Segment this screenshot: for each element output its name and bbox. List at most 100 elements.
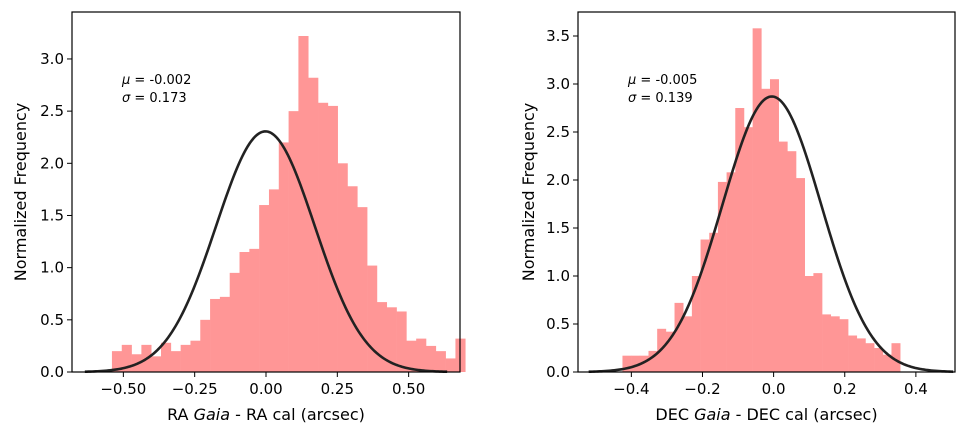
x-tick-label: 0.4 — [904, 380, 928, 398]
histogram-bar — [813, 273, 823, 372]
y-tick-label: 3.0 — [40, 50, 64, 68]
x-tick-label: −0.2 — [684, 380, 720, 398]
histogram-bar — [787, 151, 797, 372]
histogram-bar — [683, 316, 693, 372]
histogram-bar — [180, 344, 191, 372]
y-tick-label: 1.5 — [40, 206, 64, 224]
y-axis-label: Normalized Frequency — [519, 103, 538, 281]
histogram-bar — [190, 340, 201, 372]
y-tick-label: 2.0 — [40, 154, 64, 172]
histogram-bar — [268, 189, 280, 372]
histogram-bar — [288, 111, 299, 372]
gaussian-fit-line — [84, 130, 448, 374]
y-tick-label: 1.0 — [40, 259, 64, 277]
mu-value: = -0.002 — [130, 73, 191, 88]
sigma-annotation: σ = 0.173 — [122, 91, 187, 106]
histogram-bar — [830, 316, 840, 372]
y-tick-label: 0.5 — [546, 315, 570, 333]
panel-ra: −0.50 −0.25 0.00 0.25 0.50 0.0 0.5 1.0 1.5 2.0 2.5… — [11, 11, 466, 424]
histogram-bar — [839, 319, 849, 372]
histogram-bar — [170, 351, 181, 372]
histogram-bar — [622, 355, 632, 372]
histogram-bar — [639, 355, 649, 372]
x-tick-label: −0.25 — [172, 380, 218, 398]
sigma-annotation: σ = 0.139 — [628, 91, 693, 106]
sigma-symbol: σ — [628, 91, 637, 106]
histogram-bar — [691, 276, 701, 372]
histogram-bar — [376, 302, 388, 372]
gaussian-fit-line — [588, 95, 954, 374]
histogram-bar — [743, 127, 753, 372]
mu-annotation: μ = -0.002 — [121, 73, 191, 88]
histogram-bar — [259, 205, 270, 372]
histogram-bar — [778, 141, 788, 372]
sigma-symbol: σ — [122, 91, 131, 106]
x-axis-label-part: - DEC cal (arcsec) — [731, 405, 878, 424]
histogram-bar — [769, 79, 779, 372]
x-tick-label: 0.00 — [249, 380, 282, 398]
histogram-bar — [337, 163, 348, 372]
histogram-bar — [327, 105, 338, 372]
mu-symbol: μ — [627, 73, 636, 88]
y-tick-label: 3.5 — [546, 27, 570, 45]
histogram-bar — [298, 36, 309, 372]
histogram-bar — [347, 186, 358, 372]
x-tick-label: 0.50 — [392, 380, 425, 398]
y-axis-label: Normalized Frequency — [11, 103, 30, 281]
histogram-bar — [161, 342, 172, 372]
histogram-bar — [865, 343, 875, 372]
sigma-value: = 0.173 — [130, 91, 186, 106]
histogram-bar — [700, 239, 710, 372]
histogram-bar — [367, 265, 378, 372]
histogram-bar — [435, 351, 446, 372]
histogram-bar — [210, 298, 221, 372]
x-axis-label-part: Gaia — [694, 405, 730, 424]
x-axis-label-part: Gaia — [194, 405, 230, 424]
histogram-bar — [631, 355, 641, 372]
histogram-bar — [717, 181, 727, 372]
x-axis-label-part: RA — [167, 405, 194, 424]
x-axis-label: DEC Gaia - DEC cal (arcsec) — [655, 405, 877, 424]
histogram-bar — [882, 354, 892, 372]
histogram-bar — [445, 358, 456, 372]
x-tick-label: −0.4 — [613, 380, 649, 398]
histogram-bar — [856, 338, 866, 372]
x-axis-label-part: DEC — [655, 405, 694, 424]
histogram-bar — [357, 207, 368, 372]
histogram-bar — [386, 307, 397, 372]
histogram-bar — [111, 351, 123, 372]
histogram-bar — [752, 28, 762, 372]
histogram-bar — [735, 108, 745, 372]
x-tick-label: −0.50 — [100, 380, 146, 398]
histogram-bar — [151, 356, 162, 372]
histogram-bar — [396, 311, 407, 372]
mu-annotation: μ = -0.005 — [627, 73, 697, 88]
x-axis-label: RA Gaia - RA cal (arcsec) — [167, 405, 365, 424]
histogram-bar — [239, 252, 250, 372]
histogram-bar — [796, 178, 805, 372]
histogram-bar — [219, 296, 231, 372]
histogram-bar — [648, 350, 658, 372]
axes-frame — [577, 11, 956, 373]
histogram-bar — [665, 331, 675, 372]
y-tick-label: 0.0 — [546, 363, 570, 381]
x-axis-label-part: - RA cal (arcsec) — [230, 405, 365, 424]
histogram-bar — [804, 276, 814, 372]
y-tick-label: 0.0 — [40, 363, 64, 381]
histogram-bar — [726, 172, 736, 372]
histogram-bar — [761, 88, 771, 373]
histogram-bar — [822, 314, 832, 372]
histogram-bar — [278, 142, 289, 372]
histogram-bar — [874, 348, 884, 372]
y-tick-label: 2.5 — [546, 123, 570, 141]
histogram-bar — [318, 102, 329, 372]
histogram-bar — [674, 302, 684, 372]
histogram-bar — [891, 343, 901, 372]
histogram-bar — [406, 340, 417, 372]
x-tick-label: 0.25 — [321, 380, 354, 398]
mu-symbol: μ — [121, 73, 130, 88]
y-tick-label: 1.5 — [546, 219, 570, 237]
histogram-bar — [249, 248, 260, 372]
histogram-bar — [848, 335, 858, 372]
